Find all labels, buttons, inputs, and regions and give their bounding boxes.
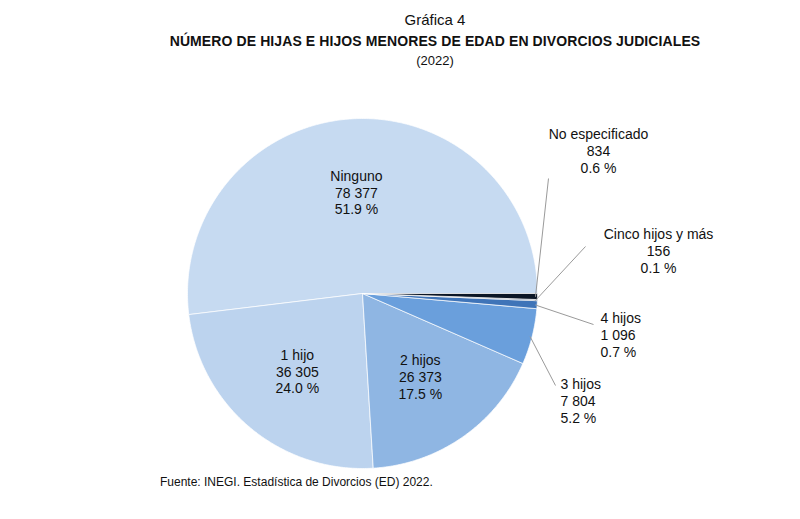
svg-text:No especificado8340.6 %: No especificado8340.6 % [549,126,649,176]
svg-text:2 hijos26 37317.5 %: 2 hijos26 37317.5 % [399,352,443,402]
html-text:Gráfica 4: Gráfica 4 [404,11,466,28]
svg-text:Cinco hijos y más1560.1 %: Cinco hijos y más1560.1 % [604,226,714,276]
svg-text:Ninguno78 37751.9 %: Ninguno78 37751.9 % [330,168,382,218]
svg-text:3 hijos7 8045.2 %: 3 hijos7 8045.2 % [561,376,601,426]
html-text:(2022): (2022) [416,53,454,68]
html-text:Fuente: INEGI. Estadística de: Fuente: INEGI. Estadística de Divorcios … [160,475,433,489]
svg-text:1 hijo36 30524.0 %: 1 hijo36 30524.0 % [276,347,320,397]
html-text:NÚMERO DE HIJAS E HIJOS MENORE: NÚMERO DE HIJAS E HIJOS MENORES DE EDAD … [169,33,701,49]
svg-text:4 hijos1 0960.7 %: 4 hijos1 0960.7 % [601,310,641,360]
